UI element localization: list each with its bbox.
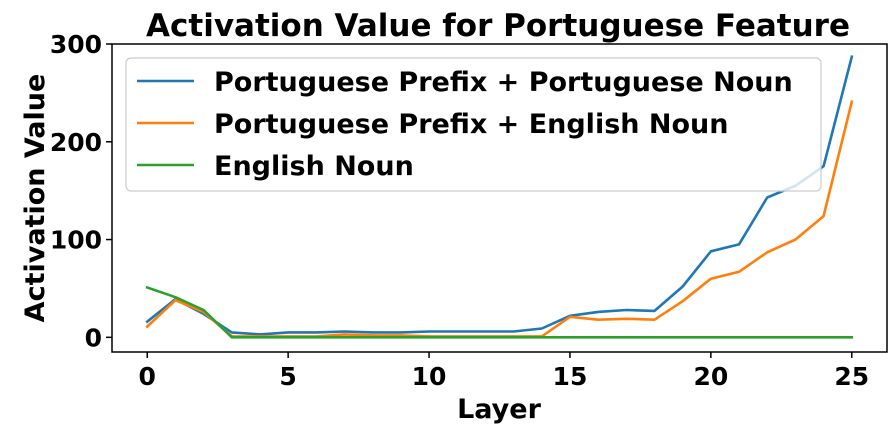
- legend-label-3: English Noun: [214, 151, 414, 182]
- y-axis-label: Activation Value: [20, 74, 51, 323]
- x-axis: 0 5 10 15 20 25: [139, 352, 869, 391]
- y-tick-label: 0: [85, 323, 102, 352]
- y-axis: 0 100 200 300: [50, 30, 112, 352]
- series-line-3: [145, 285, 854, 339]
- x-tick-label: 20: [693, 362, 728, 391]
- plot-area: [111, 43, 888, 353]
- legend-label-1: Portuguese Prefix + Portuguese Noun: [214, 67, 793, 98]
- chart-title: Activation Value for Portuguese Feature: [146, 8, 850, 44]
- x-tick-label: 5: [279, 362, 296, 391]
- legend: Portuguese Prefix + Portuguese Noun Portu…: [125, 57, 822, 192]
- legend-label-2: Portuguese Prefix + English Noun: [214, 109, 728, 140]
- x-tick-label: 10: [412, 362, 447, 391]
- x-tick-label: 25: [834, 362, 869, 391]
- series-line-1: [145, 55, 854, 336]
- x-tick-label: 0: [139, 362, 156, 391]
- series-lines: [145, 55, 854, 339]
- y-tick-label: 100: [50, 226, 102, 255]
- y-tick-label: 200: [50, 128, 102, 157]
- y-tick-label: 300: [50, 30, 102, 59]
- plot-frame: [111, 43, 888, 353]
- x-tick-label: 15: [553, 362, 588, 391]
- x-axis-label: Layer: [457, 394, 542, 425]
- legend-box: [125, 57, 822, 192]
